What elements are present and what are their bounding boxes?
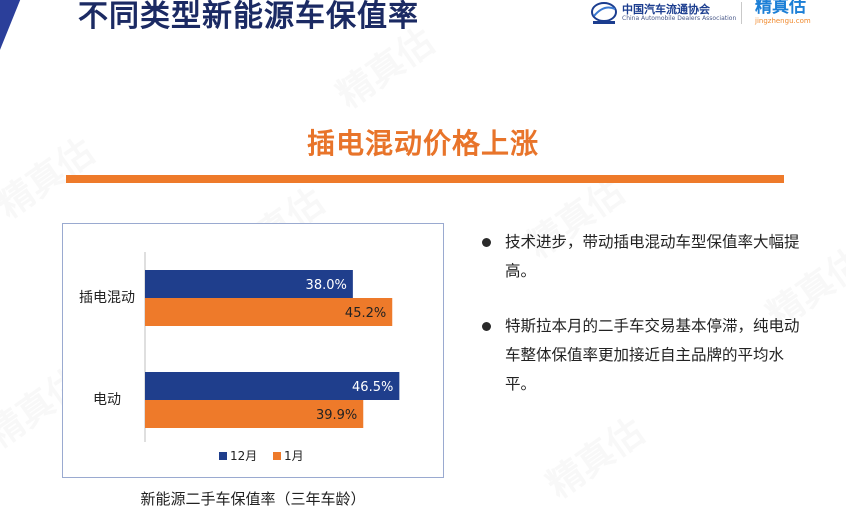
bullet-dot-icon [482,238,491,247]
legend-label: 12月 [230,449,257,463]
bullet-text: 技术进步，带动插电混动车型保值率大幅提高。 [505,233,800,280]
jzg-logo-url: jingzhengu.com [755,17,811,25]
bar-jan [145,400,364,428]
jzg-logo: 精真估 jingzhengu.com [755,0,835,26]
jzg-logo-name: 精真估 [755,0,806,17]
bullet-text: 特斯拉本月的二手车交易基本停滞，纯电动车整体保值率更加接近自主品牌的平均水平。 [505,317,800,393]
logo-divider [741,2,742,24]
data-label: 46.5% [352,380,393,395]
chart-caption: 新能源二手车保值率（三年车龄） [140,490,366,508]
bullet-item: 特斯拉本月的二手车交易基本停滞，纯电动车整体保值率更加接近自主品牌的平均水平。 [478,312,808,399]
legend-label: 1月 [284,449,304,463]
category-label: 电动 [93,392,121,408]
cada-logo-mark [591,2,617,24]
slide-subtitle: 插电混动价格上涨 [306,127,539,160]
cada-logo: 中国汽车流通协会 China Automobile Dealers Associ… [590,0,738,26]
legend-swatch [219,452,227,460]
orange-divider [66,175,784,183]
chart-frame: 插电混动 38.0% 45.2% 电动 46.5% 39.9% 12月 1月 [62,223,444,478]
data-label: 38.0% [306,278,347,293]
bullet-item: 技术进步，带动插电混动车型保值率大幅提高。 [478,228,808,286]
cada-logo-cn: 中国汽车流通协会 [622,3,710,16]
cada-logo-en: China Automobile Dealers Association [622,15,737,22]
legend-swatch [273,452,281,460]
bullet-list: 技术进步，带动插电混动车型保值率大幅提高。 特斯拉本月的二手车交易基本停滞，纯电… [478,228,808,425]
page-title: 不同类型新能源车保值率 [78,0,419,34]
bar-dec [145,270,353,298]
bar-dec [145,372,400,400]
data-label: 45.2% [345,306,386,321]
bullet-dot-icon [482,322,491,331]
data-label: 39.9% [316,408,357,423]
category-label: 插电混动 [79,290,135,306]
bar-chart: 插电混动 38.0% 45.2% 电动 46.5% 39.9% 12月 1月 [79,252,400,463]
corner-stripe-blue [0,0,29,100]
bar-jan [145,298,393,326]
